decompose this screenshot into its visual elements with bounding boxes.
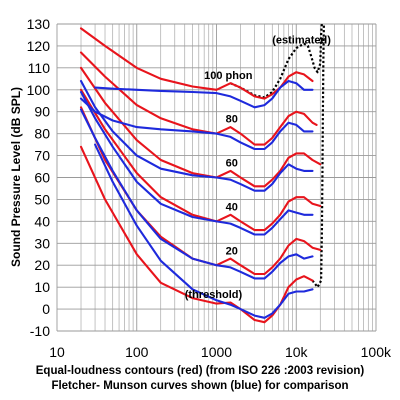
ann-threshold: (threshold)	[185, 289, 243, 301]
iso-60-curve	[79, 66, 322, 188]
y-tick-label: 60	[34, 170, 50, 186]
ann-100-phon: 100 phon	[204, 70, 253, 82]
y-axis-label-group: Sound Pressure Level (dB SPL)	[9, 87, 23, 267]
y-tick-label: 10	[34, 279, 50, 295]
ann-80: 80	[226, 114, 238, 126]
caption-line-1: Equal-loudness contours (red) (from ISO …	[35, 365, 365, 377]
caption-line-2: Fletcher- Munson curves shown (blue) for…	[51, 380, 349, 392]
fm-threshold-curve	[94, 143, 314, 319]
y-tick-label: 50	[34, 191, 50, 207]
y-tick-label: 130	[27, 16, 51, 32]
iso-80-curve	[79, 51, 318, 146]
est-right-edge-curve	[311, 23, 325, 289]
x-tick-label: 100k	[361, 344, 392, 360]
x-tick-label: 10k	[285, 344, 309, 360]
fm-40-curve	[79, 90, 314, 236]
y-axis-label: Sound Pressure Level (dB SPL)	[9, 87, 23, 267]
ann-40: 40	[226, 201, 238, 213]
y-tick-label: -10	[30, 323, 50, 339]
y-tick-label: 120	[27, 38, 51, 54]
x-tick-label: 1000	[201, 344, 232, 360]
fm-100-curve	[94, 79, 314, 109]
y-tick-label: 70	[34, 148, 50, 164]
x-tick-label: 10	[49, 344, 65, 360]
est-100-curve	[230, 23, 323, 99]
y-tick-label: 30	[34, 235, 50, 251]
y-tick-label: 90	[34, 104, 50, 120]
y-tick-label: 20	[34, 257, 50, 273]
fm-60-curve	[79, 79, 314, 192]
fm-20-curve	[79, 108, 314, 280]
series	[79, 23, 325, 324]
iso-40-curve	[79, 88, 322, 232]
y-tick-label: 100	[27, 82, 51, 98]
x-tick-label: 100	[125, 344, 149, 360]
fm-80-curve	[79, 97, 314, 151]
iso-threshold-curve	[79, 145, 314, 324]
annotations: (estimated) 100 phon 80 60 40 20 (threshold)	[185, 35, 331, 301]
ann-20: 20	[226, 245, 238, 257]
y-tick-label: 110	[28, 60, 51, 76]
y-tick-label: 0	[42, 301, 50, 317]
ann-estimated: (estimated)	[272, 35, 331, 47]
iso-100-curve	[79, 27, 314, 100]
ann-60: 60	[226, 158, 238, 170]
y-tick-label: 80	[34, 126, 50, 142]
y-tick-label: 40	[34, 213, 50, 229]
